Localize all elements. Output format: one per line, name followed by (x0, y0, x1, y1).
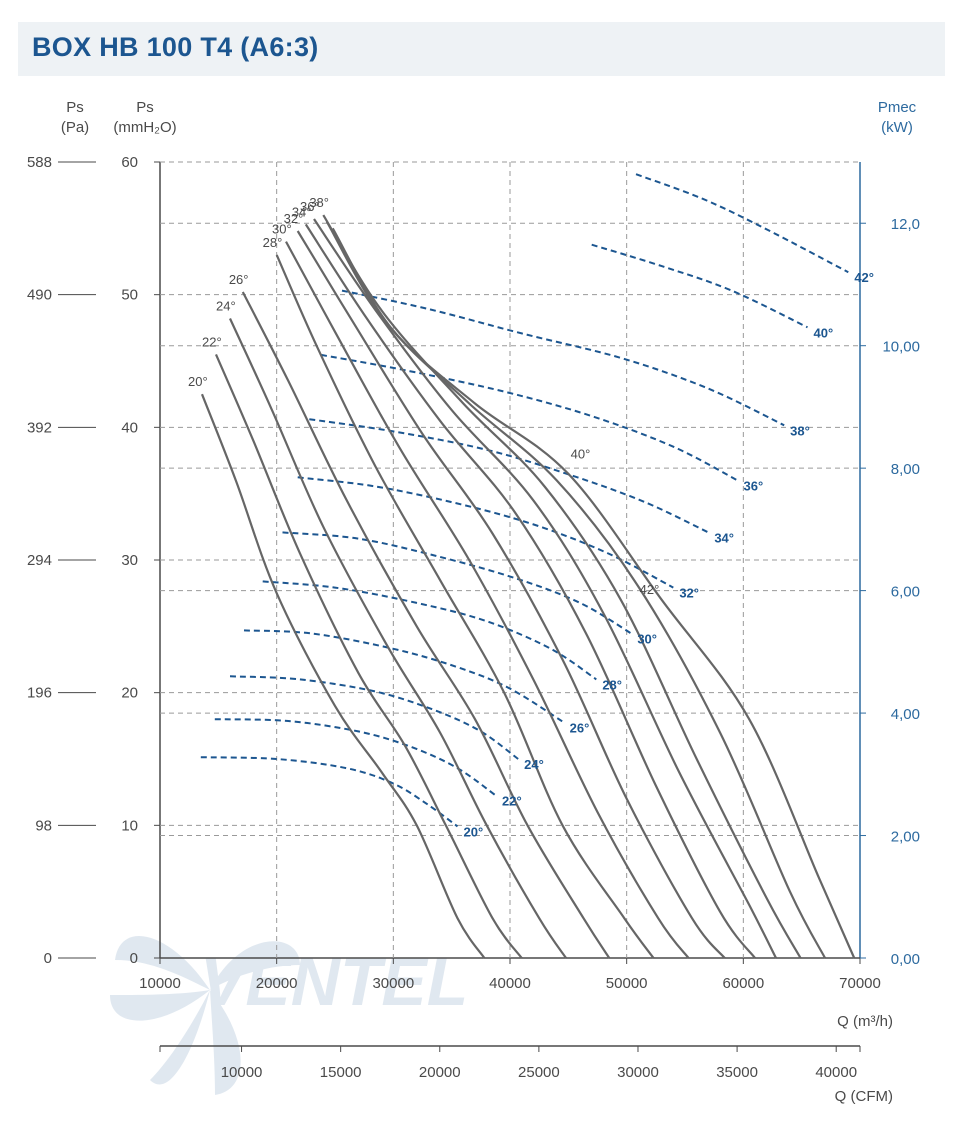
power-curve-40 (591, 243, 808, 329)
y2-tick-label: 8,00 (891, 461, 920, 478)
axis-ticks: 10000 20000 30000 40000 50000 60000 70000 0 0 10 9… (27, 154, 920, 1081)
x-tick-label: 10000 (139, 975, 181, 992)
pressure-curve-label: 42° (640, 582, 660, 597)
power-curve-label: 22° (502, 794, 522, 809)
power-curve-30 (282, 531, 632, 635)
y-pa-tick-label: 490 (27, 287, 52, 304)
power-curve-label: 34° (714, 530, 734, 545)
pressure-curve-38 (322, 214, 802, 959)
power-curve-label: 36° (744, 478, 764, 493)
power-curve-label: 42° (854, 270, 874, 285)
chart-title: BOX HB 100 T4 (A6:3) (32, 32, 319, 62)
pressure-curve-28 (275, 254, 655, 959)
power-curve-label: 32° (679, 586, 699, 601)
x2-tick-label: 15000 (320, 1064, 362, 1081)
y2-tick-label: 6,00 (891, 584, 920, 601)
y-axis-pa-unit: (Pa) (61, 119, 89, 136)
x-tick-label: 20000 (256, 975, 298, 992)
watermark: VENTEL (110, 936, 468, 1095)
x2-tick-label: 25000 (518, 1064, 560, 1081)
y-pa-tick-label: 0 (44, 950, 52, 967)
y-mm-tick-label: 60 (121, 154, 138, 171)
y-mm-tick-label: 10 (121, 817, 138, 834)
pressure-curve-24 (228, 318, 567, 959)
x-tick-label: 70000 (839, 975, 881, 992)
y2-tick-label: 4,00 (891, 706, 920, 723)
pressure-curve-label: 36° (300, 199, 320, 214)
pressure-curve-label: 40° (571, 446, 591, 461)
power-curve-label: 30° (637, 631, 657, 646)
power-curve-label: 38° (790, 423, 810, 438)
power-curve-label: 24° (524, 757, 544, 772)
y-pa-tick-label: 294 (27, 552, 52, 569)
power-curve-label: 28° (602, 677, 622, 692)
power-curve-20 (200, 756, 459, 828)
x-tick-label: 30000 (372, 975, 414, 992)
pressure-curve-label: 22° (202, 334, 222, 349)
y-mm-tick-label: 20 (121, 685, 138, 702)
pressure-curve-label: 20° (188, 374, 208, 389)
pressure-curve-34 (304, 223, 756, 959)
pressure-curve-20 (200, 393, 486, 959)
pressure-curve-22 (214, 353, 523, 959)
power-curve-42 (635, 173, 849, 274)
pressure-curve-30 (285, 241, 690, 959)
curve-labels: 20°22°24°26°28°30°32°34°36°38°40°42°20°2… (188, 195, 874, 839)
power-curve-26 (243, 629, 565, 724)
power-curve-28 (262, 580, 597, 681)
pressure-curve-label: 38° (309, 195, 329, 210)
power-curve-38 (341, 289, 785, 427)
pressure-curve-label: 32° (284, 211, 304, 226)
grid (160, 161, 860, 958)
x-axis-label: Q (m³/h) (837, 1013, 893, 1030)
y2-tick-label: 12,0 (891, 216, 920, 233)
x2-tick-label: 30000 (617, 1064, 659, 1081)
y-pa-tick-label: 98 (35, 817, 52, 834)
y-mm-tick-label: 0 (130, 950, 138, 967)
pressure-curve-26 (241, 291, 611, 959)
y-axis-pa-label: Ps (66, 99, 84, 116)
pressure-curve-label: 28° (263, 235, 283, 250)
x2-tick-label: 20000 (419, 1064, 461, 1081)
pressure-curve-label: 24° (216, 299, 236, 314)
x-tick-label: 50000 (606, 975, 648, 992)
pressure-curve-label: 34° (292, 204, 312, 219)
pressure-curve-label: 30° (272, 222, 292, 237)
y-mm-tick-label: 30 (121, 552, 138, 569)
y-pa-tick-label: 392 (27, 419, 52, 436)
fan-logo-icon (110, 936, 300, 1095)
title-bar: BOX HB 100 T4 (A6:3) (18, 22, 945, 76)
y2-axis-label: Pmec (878, 99, 917, 116)
pressure-curve-36 (313, 218, 777, 959)
y-axis-mm-unit: (mmH₂O) (113, 119, 176, 136)
y2-axis-unit: (kW) (881, 119, 913, 136)
power-curve-label: 20° (464, 824, 484, 839)
x-tick-label: 40000 (489, 975, 531, 992)
power-curves (200, 173, 849, 828)
pressure-curve-32 (296, 230, 726, 959)
pressure-curve-42 (331, 227, 856, 959)
pressure-curve-label: 26° (229, 272, 249, 287)
power-curve-32 (297, 476, 674, 589)
x2-tick-label: 35000 (716, 1064, 758, 1081)
power-curve-36 (320, 353, 738, 482)
x2-tick-label: 40000 (815, 1064, 857, 1081)
y2-tick-label: 2,00 (891, 829, 920, 846)
y-axis-mm-label: Ps (136, 99, 154, 116)
y-mm-tick-label: 40 (121, 419, 138, 436)
pressure-curves (200, 214, 856, 959)
power-curve-label: 40° (814, 325, 834, 340)
y2-tick-label: 0,00 (891, 951, 920, 968)
y2-tick-label: 10,00 (882, 339, 920, 356)
x2-axis-label: Q (CFM) (835, 1088, 893, 1105)
watermark-text: VENTEL (200, 944, 468, 1020)
x-tick-label: 60000 (722, 975, 764, 992)
y-pa-tick-label: 588 (27, 154, 52, 171)
x2-tick-label: 10000 (221, 1064, 263, 1081)
y-mm-tick-label: 50 (121, 287, 138, 304)
power-curve-label: 26° (570, 720, 590, 735)
y-pa-tick-label: 196 (27, 685, 52, 702)
